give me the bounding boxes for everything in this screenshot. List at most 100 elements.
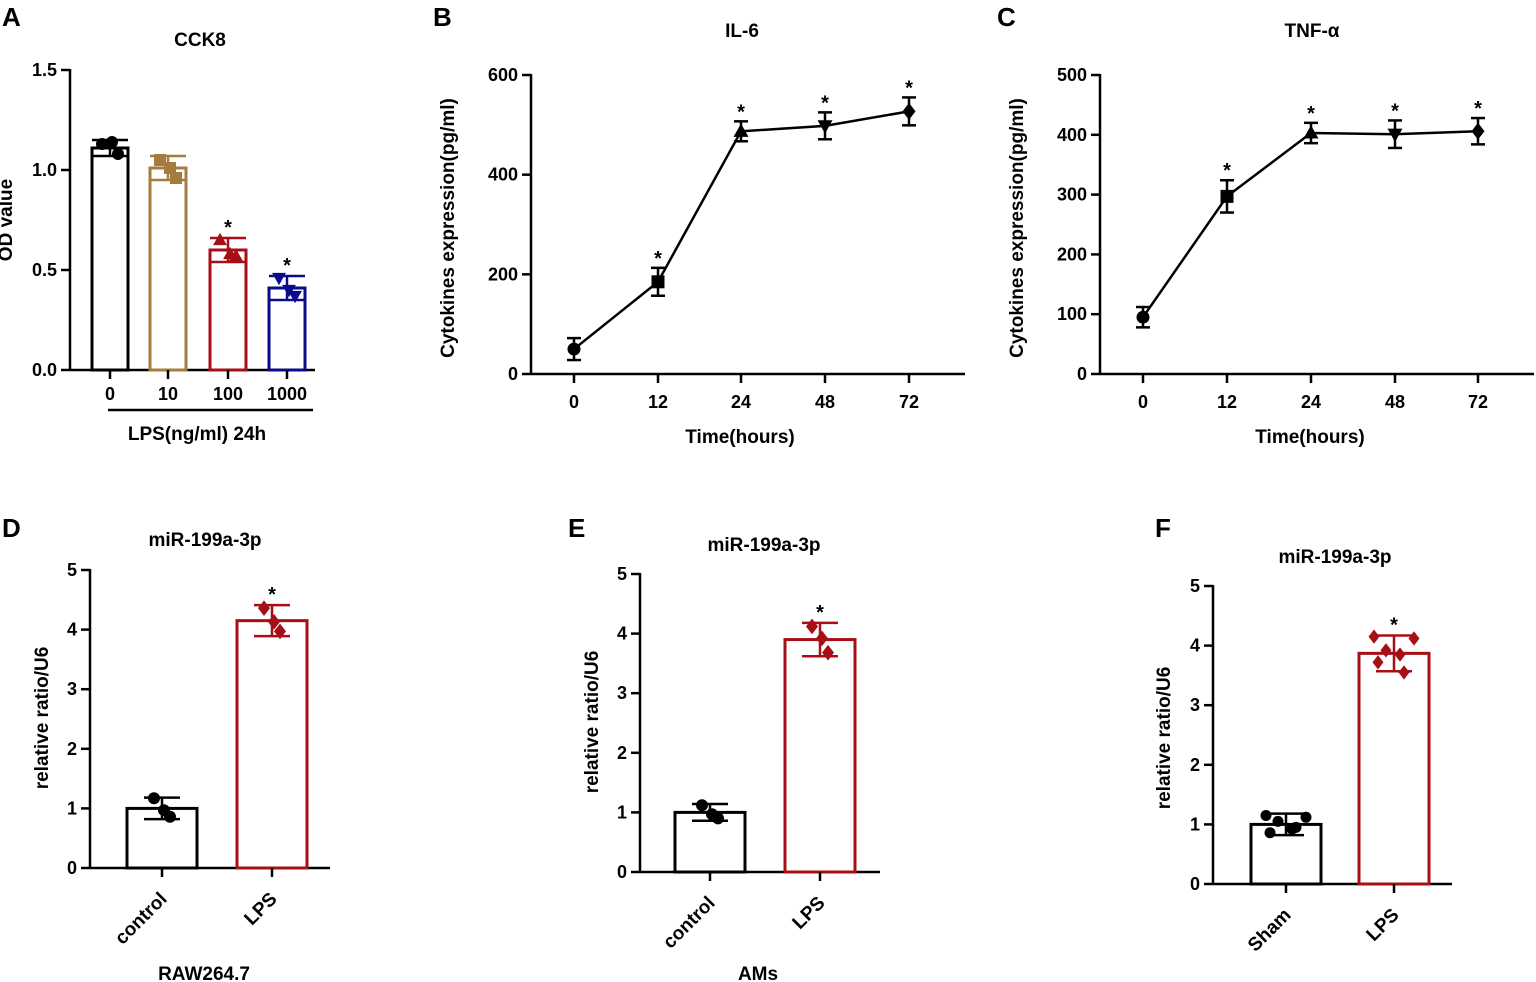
x-tick-label: 0	[569, 392, 579, 412]
data-point	[148, 792, 160, 805]
data-point	[1264, 827, 1276, 839]
y-tick-label: 400	[1057, 125, 1087, 145]
data-point	[164, 810, 176, 823]
y-tick-label: 3	[67, 679, 77, 699]
panel-c: C TNF-α 0 100 200 300 400 500 Cytokines expressi…	[997, 2, 1534, 448]
y-tick-label: 0	[1190, 874, 1200, 894]
y-tick-label: 2	[1190, 755, 1200, 775]
data-point	[651, 275, 665, 289]
data-point	[154, 154, 166, 166]
significance-star: *	[816, 602, 824, 624]
x-tick-label: 24	[731, 392, 751, 412]
bar	[235, 619, 309, 870]
panel-letter: E	[568, 513, 585, 543]
data-point	[712, 812, 724, 825]
significance-star: *	[268, 584, 276, 606]
bar	[208, 248, 248, 372]
bar	[267, 286, 307, 372]
y-axis-label: relative ratio/U6	[1154, 667, 1175, 810]
x-tick-label: 12	[1217, 392, 1237, 412]
data-point	[106, 136, 118, 148]
x-axis-label: AMs	[738, 964, 778, 982]
y-tick-label: 0	[508, 364, 518, 384]
y-axis-label: relative ratio/U6	[582, 651, 603, 794]
chart-title: miR-199a-3p	[708, 535, 821, 556]
panel-letter: A	[2, 2, 21, 32]
chart-title: miR-199a-3p	[1279, 547, 1392, 568]
y-tick-label: 0	[67, 858, 77, 878]
data-point	[213, 232, 227, 246]
y-tick-label: 4	[617, 624, 627, 644]
significance-star: *	[224, 217, 232, 239]
data-point	[1300, 811, 1312, 823]
data-point	[112, 148, 124, 160]
data-point	[817, 120, 833, 134]
x-tick-label: 10	[158, 384, 178, 404]
x-tick-label: Sham	[1244, 905, 1295, 956]
y-tick-label: 1	[1190, 814, 1200, 834]
y-tick-label: 1.0	[32, 160, 57, 180]
data-point	[170, 172, 182, 184]
data-point	[806, 618, 818, 635]
data-point	[1408, 631, 1420, 646]
data-point	[229, 248, 243, 262]
x-axis-label: Time(hours)	[685, 427, 794, 448]
x-tick-label: 12	[648, 392, 668, 412]
x-tick-label: control	[111, 889, 171, 949]
y-tick-label: 0	[1077, 364, 1087, 384]
bar	[1357, 651, 1431, 886]
data-point	[258, 600, 270, 616]
y-axis-label: Cytokines expression(pg/ml)	[438, 98, 459, 358]
y-tick-label: 5	[617, 564, 627, 584]
significance-star: *	[821, 92, 829, 114]
x-axis-label: Time(hours)	[1255, 427, 1364, 448]
chart-title: CCK8	[174, 30, 226, 51]
y-tick-label: 0.5	[32, 260, 57, 280]
y-tick-label: 1	[617, 802, 627, 822]
data-point	[274, 623, 286, 640]
data-point	[96, 138, 108, 150]
y-tick-label: 300	[1057, 185, 1087, 205]
data-point	[1398, 665, 1410, 680]
panel-letter: F	[1155, 513, 1171, 543]
data-point	[1220, 189, 1234, 203]
x-tick-label: 100	[213, 384, 243, 404]
y-tick-label: 2	[617, 743, 627, 763]
significance-star: *	[905, 77, 913, 99]
data-point	[1260, 809, 1272, 821]
data-point	[1372, 655, 1384, 670]
y-tick-label: 3	[617, 683, 627, 703]
x-tick-label: 72	[899, 392, 919, 412]
bar	[90, 146, 130, 372]
panel-letter: D	[2, 513, 21, 543]
data-point	[1387, 128, 1403, 143]
x-tick-label: LPS	[241, 889, 282, 930]
y-tick-label: 100	[1057, 304, 1087, 324]
data-point	[1303, 125, 1319, 139]
significance-star: *	[1474, 98, 1482, 120]
data-point	[1272, 815, 1284, 827]
x-tick-label: 0	[105, 384, 115, 404]
data-point	[268, 614, 280, 630]
panel-letter: C	[997, 2, 1016, 32]
y-axis-label: relative ratio/U6	[32, 647, 53, 790]
y-tick-label: 4	[1190, 636, 1200, 656]
bar	[783, 638, 857, 874]
chart-title: IL-6	[725, 21, 759, 42]
data-point	[164, 162, 176, 174]
x-tick-label: 1000	[267, 384, 307, 404]
significance-star: *	[1390, 614, 1398, 636]
data-point	[696, 799, 708, 812]
data-point	[733, 123, 749, 137]
x-tick-label: LPS	[1363, 905, 1404, 946]
x-tick-label: LPS	[789, 893, 830, 934]
data-point	[816, 630, 828, 647]
chart-title: TNF-α	[1285, 21, 1340, 42]
y-tick-label: 1	[67, 798, 77, 818]
data-point	[1368, 629, 1380, 644]
y-tick-label: 5	[67, 560, 77, 580]
bar	[148, 166, 188, 372]
